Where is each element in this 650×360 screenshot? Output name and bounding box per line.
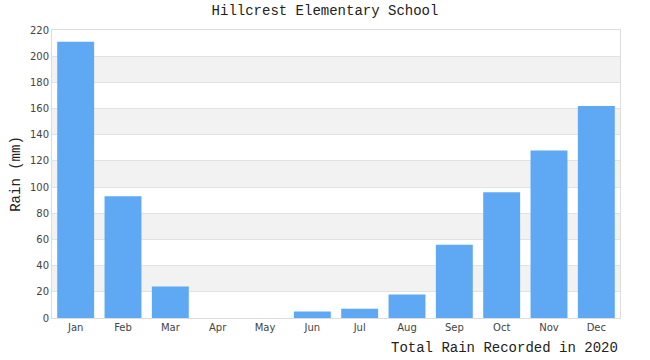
svg-text:200: 200 <box>30 51 49 62</box>
svg-text:0: 0 <box>43 313 49 324</box>
svg-text:20: 20 <box>36 286 49 297</box>
svg-text:220: 220 <box>30 25 49 36</box>
svg-text:Aug: Aug <box>397 322 417 333</box>
svg-text:180: 180 <box>30 77 49 88</box>
svg-text:160: 160 <box>30 103 49 114</box>
svg-text:Jul: Jul <box>353 322 366 333</box>
svg-text:Feb: Feb <box>114 322 132 333</box>
svg-text:Jan: Jan <box>67 322 83 333</box>
svg-text:Hillcrest Elementary School: Hillcrest Elementary School <box>212 3 439 19</box>
svg-text:Nov: Nov <box>539 322 559 333</box>
svg-text:Mar: Mar <box>161 322 181 333</box>
svg-text:100: 100 <box>30 182 49 193</box>
svg-text:Total Rain Recorded in 2020: Total Rain Recorded in 2020 <box>391 340 618 356</box>
svg-text:60: 60 <box>36 234 49 245</box>
svg-text:120: 120 <box>30 155 49 166</box>
svg-text:Apr: Apr <box>209 322 227 333</box>
svg-text:Dec: Dec <box>587 322 606 333</box>
svg-text:Rain (mm): Rain (mm) <box>8 136 24 212</box>
svg-text:80: 80 <box>36 208 49 219</box>
svg-text:Oct: Oct <box>493 322 510 333</box>
svg-text:Sep: Sep <box>445 322 464 333</box>
svg-text:Jun: Jun <box>304 322 321 333</box>
svg-text:40: 40 <box>36 260 49 271</box>
svg-text:140: 140 <box>30 129 49 140</box>
svg-text:May: May <box>255 322 276 333</box>
